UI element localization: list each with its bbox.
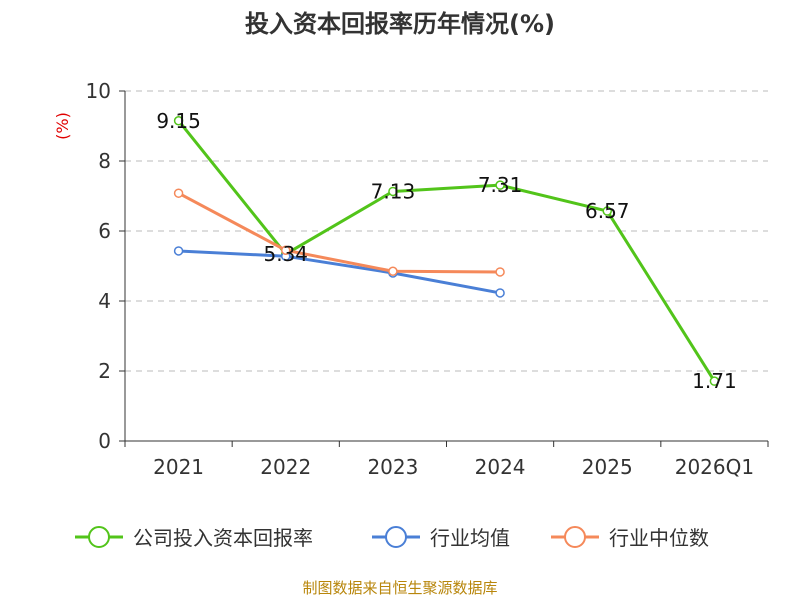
x-tick-label: 2022 [260,455,311,479]
legend-label: 行业中位数 [609,526,709,550]
series-point-0 [709,376,720,386]
data-label: 6.57 [585,199,630,223]
x-tick-label: 2023 [367,455,418,479]
data-label: 7.13 [371,179,416,203]
y-tick-label: 4 [98,289,111,313]
axes: 0 2 4 6 8 10 2021 2022 2023 2024 2025 2026Q1 [86,79,769,479]
series-point-0 [495,180,505,190]
data-label: 5.34 [263,242,308,266]
series-point-2 [173,188,184,198]
series-point-0 [173,116,184,126]
data-label: 9.15 [156,109,201,133]
series-point-0 [602,206,612,216]
y-tick-label: 2 [98,359,111,383]
series-line-2 [177,191,501,274]
legend-marker [88,526,110,548]
legend-marker [385,526,407,548]
legend: 公司投入资本回报率 行业均值 行业中位数 [75,526,709,550]
source-note: 制图数据来自恒生聚源数据库 [302,579,497,597]
legend-label: 公司投入资本回报率 [133,526,313,550]
y-tick-label: 10 [86,79,111,103]
series-point-2 [281,245,291,255]
series-point-1 [173,246,184,256]
y-tick-label: 0 [98,429,111,453]
series-point-1 [495,288,505,298]
y-tick-label: 6 [98,219,111,243]
chart-title: 投入资本回报率历年情况(%) [245,10,555,38]
series-line-1 [178,249,501,295]
x-tick-label: 2026Q1 [675,455,754,479]
x-tick-label: 2025 [582,455,633,479]
series-line-0 [177,119,716,382]
series-point-0 [388,186,398,197]
series-point-2 [495,267,505,277]
x-tick-label: 2024 [475,455,526,479]
data-label: 7.31 [478,173,523,197]
x-tick-label: 2021 [153,455,204,479]
gridlines [125,90,768,372]
series-group [173,116,720,386]
legend-marker [564,526,586,548]
legend-label: 行业均值 [430,526,510,550]
y-axis-label: (%) [53,112,72,140]
data-labels: 9.15 5.34 7.13 7.31 6.57 1.71 [156,109,736,393]
series-point-2 [388,266,398,276]
data-label: 1.71 [692,369,737,393]
y-tick-label: 8 [98,149,111,173]
